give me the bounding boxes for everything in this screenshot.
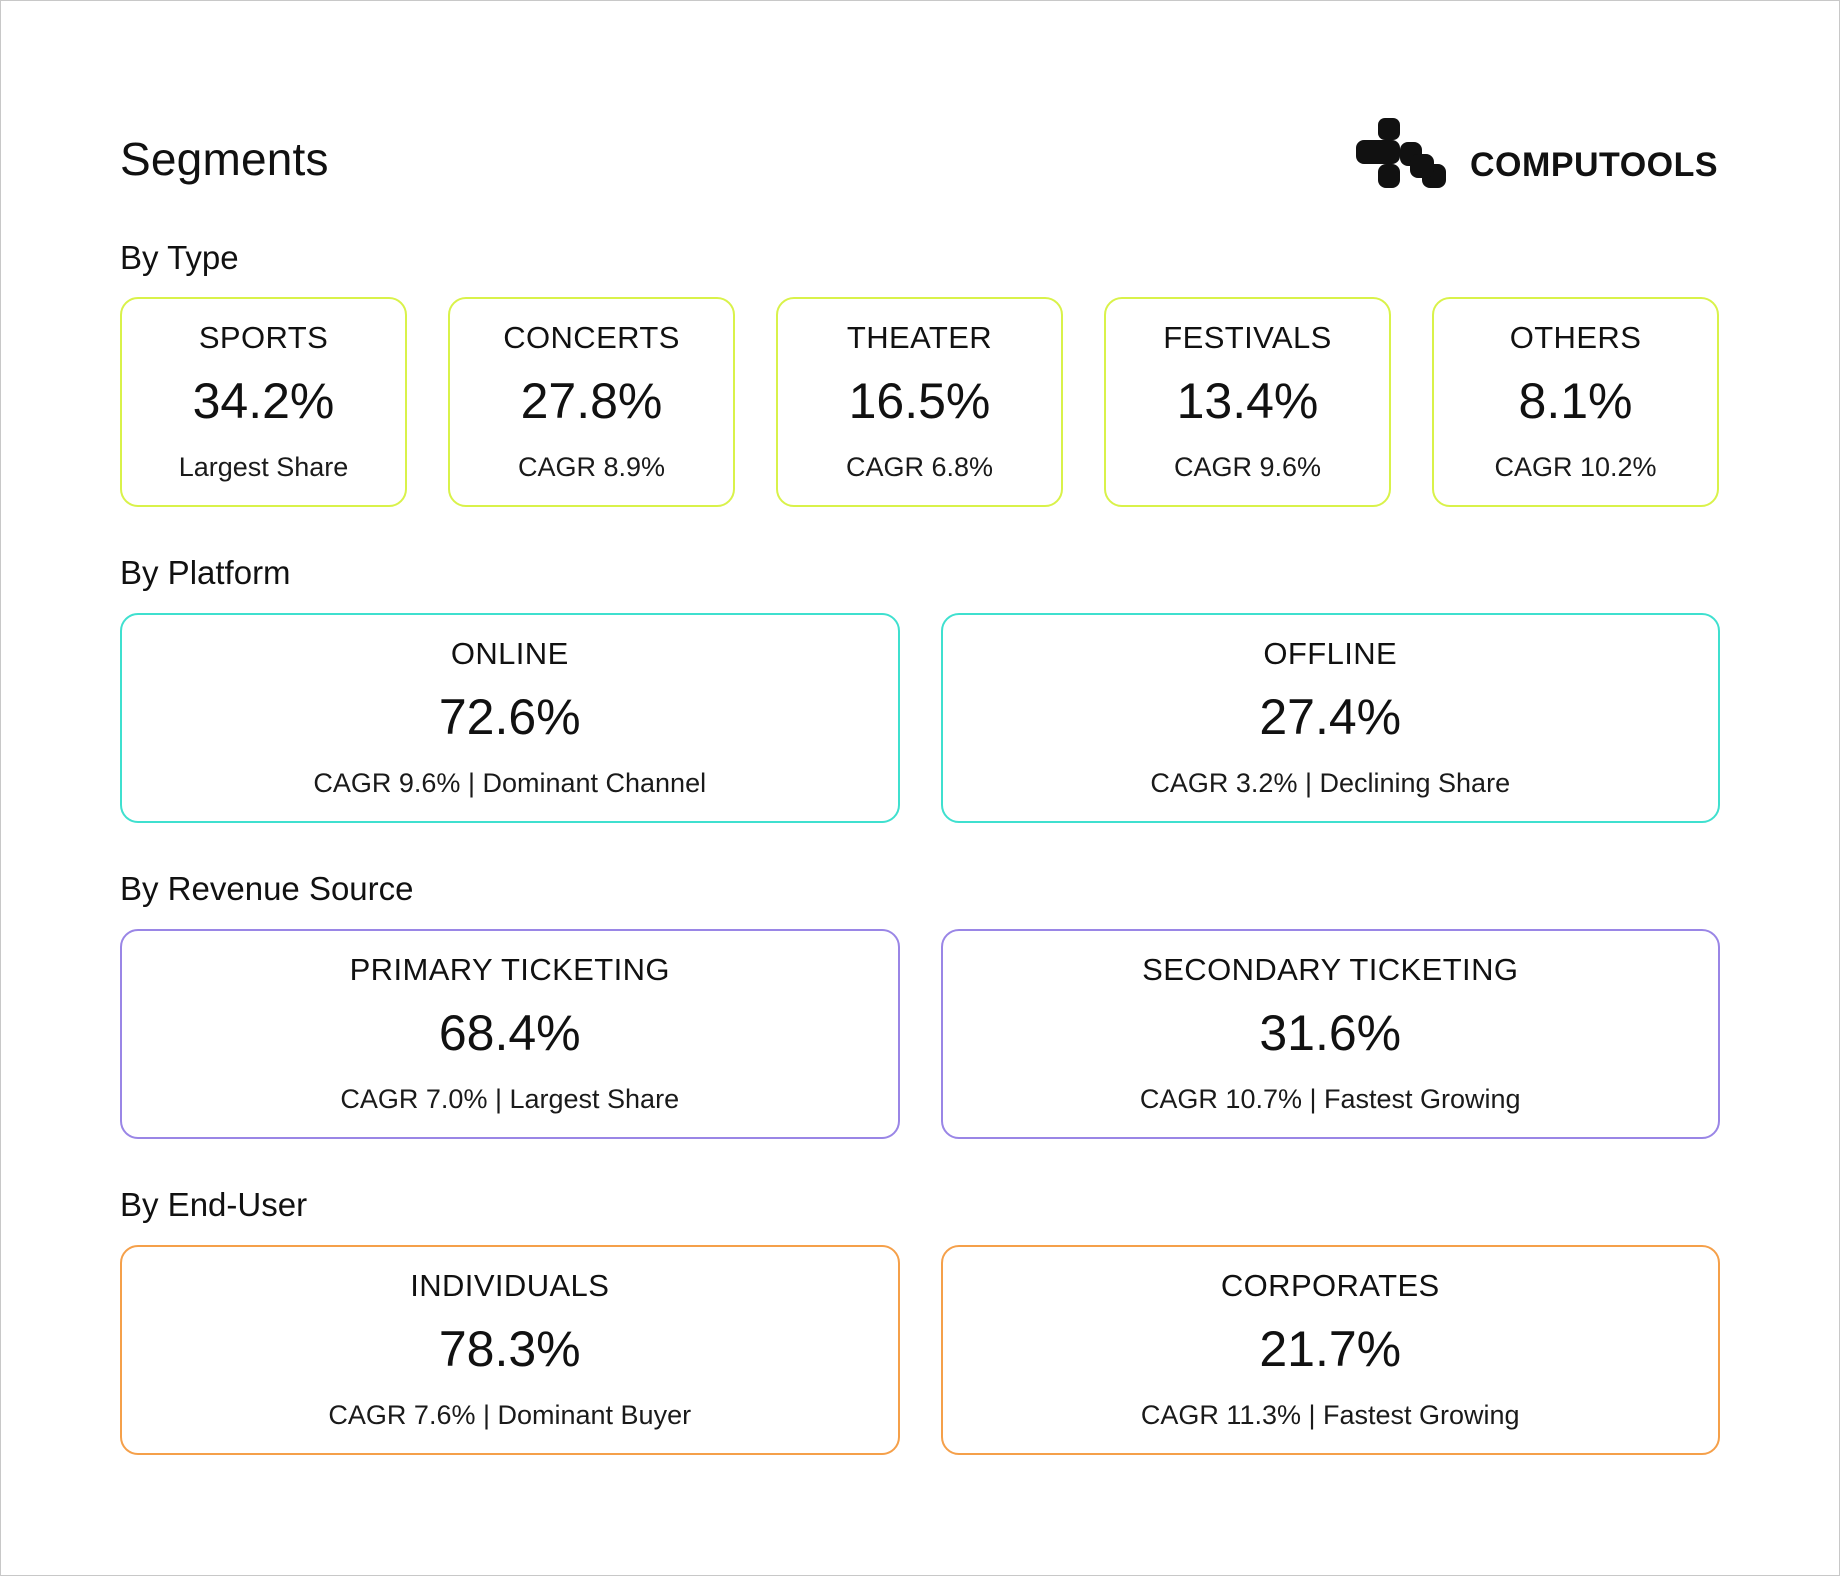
- card-name: CONCERTS: [503, 320, 680, 355]
- card-note: CAGR 10.7% | Fastest Growing: [1139, 1084, 1521, 1114]
- revenue-cards-row: PRIMARY TICKETING 68.4% CAGR 7.0% | Larg…: [120, 929, 1720, 1139]
- card-value: 27.8%: [520, 373, 663, 429]
- card-note: CAGR 9.6% | Dominant Channel: [313, 768, 707, 798]
- segment-card-theater: THEATER 16.5% CAGR 6.8%: [776, 297, 1063, 507]
- card-name: PRIMARY TICKETING: [349, 952, 670, 987]
- card-name: OTHERS: [1509, 320, 1642, 355]
- card-value: 16.5%: [848, 373, 991, 429]
- segment-card-sports: SPORTS 34.2% Largest Share: [120, 297, 407, 507]
- card-value: 8.1%: [1518, 373, 1633, 429]
- page-title: Segments: [120, 133, 329, 185]
- platform-cards-row: ONLINE 72.6% CAGR 9.6% | Dominant Channe…: [120, 613, 1720, 823]
- computools-logo-icon: [1356, 118, 1446, 188]
- segment-card-others: OTHERS 8.1% CAGR 10.2%: [1432, 297, 1719, 507]
- card-value: 78.3%: [438, 1321, 581, 1377]
- card-name: SPORTS: [198, 320, 329, 355]
- card-name: OFFLINE: [1263, 636, 1398, 671]
- card-note: CAGR 8.9%: [517, 452, 666, 482]
- type-cards-row: SPORTS 34.2% Largest Share CONCERTS 27.8…: [120, 297, 1720, 507]
- card-value: 31.6%: [1259, 1005, 1402, 1061]
- enduser-cards-row: INDIVIDUALS 78.3% CAGR 7.6% | Dominant B…: [120, 1245, 1720, 1455]
- segment-card-corporates: CORPORATES 21.7% CAGR 11.3% | Fastest Gr…: [940, 1245, 1720, 1455]
- card-value: 72.6%: [438, 689, 581, 745]
- card-value: 27.4%: [1259, 689, 1402, 745]
- card-name: THEATER: [846, 320, 993, 355]
- section-title-type: By Type: [120, 239, 239, 276]
- card-name: FESTIVALS: [1163, 320, 1332, 355]
- segment-card-online: ONLINE 72.6% CAGR 9.6% | Dominant Channe…: [120, 613, 900, 823]
- card-note: CAGR 7.0% | Largest Share: [340, 1084, 680, 1114]
- section-title-enduser: By End-User: [120, 1186, 308, 1223]
- card-note: CAGR 7.6% | Dominant Buyer: [328, 1400, 692, 1430]
- card-note: CAGR 3.2% | Declining Share: [1150, 768, 1511, 798]
- card-name: CORPORATES: [1220, 1268, 1440, 1303]
- card-note: Largest Share: [178, 452, 349, 482]
- card-note: CAGR 10.2%: [1494, 452, 1657, 482]
- card-note: CAGR 9.6%: [1173, 452, 1322, 482]
- card-name: ONLINE: [450, 636, 569, 671]
- segment-card-secondary-ticketing: SECONDARY TICKETING 31.6% CAGR 10.7% | F…: [940, 929, 1720, 1139]
- card-value: 13.4%: [1176, 373, 1319, 429]
- segment-card-festivals: FESTIVALS 13.4% CAGR 9.6%: [1104, 297, 1391, 507]
- logo-text: COMPUTOOLS: [1470, 145, 1719, 184]
- segment-card-offline: OFFLINE 27.4% CAGR 3.2% | Declining Shar…: [940, 613, 1720, 823]
- segment-card-concerts: CONCERTS 27.8% CAGR 8.9%: [448, 297, 735, 507]
- segment-card-primary-ticketing: PRIMARY TICKETING 68.4% CAGR 7.0% | Larg…: [120, 929, 900, 1139]
- segment-card-individuals: INDIVIDUALS 78.3% CAGR 7.6% | Dominant B…: [120, 1245, 900, 1455]
- card-name: SECONDARY TICKETING: [1142, 952, 1519, 987]
- card-value: 68.4%: [438, 1005, 581, 1061]
- card-note: CAGR 11.3% | Fastest Growing: [1140, 1400, 1520, 1430]
- card-note: CAGR 6.8%: [845, 452, 994, 482]
- section-title-revenue: By Revenue Source: [120, 870, 414, 907]
- card-value: 21.7%: [1259, 1321, 1402, 1377]
- brand-logo: COMPUTOOLS: [1356, 118, 1718, 190]
- card-name: INDIVIDUALS: [410, 1268, 610, 1303]
- card-value: 34.2%: [192, 373, 335, 429]
- section-title-platform: By Platform: [120, 554, 291, 591]
